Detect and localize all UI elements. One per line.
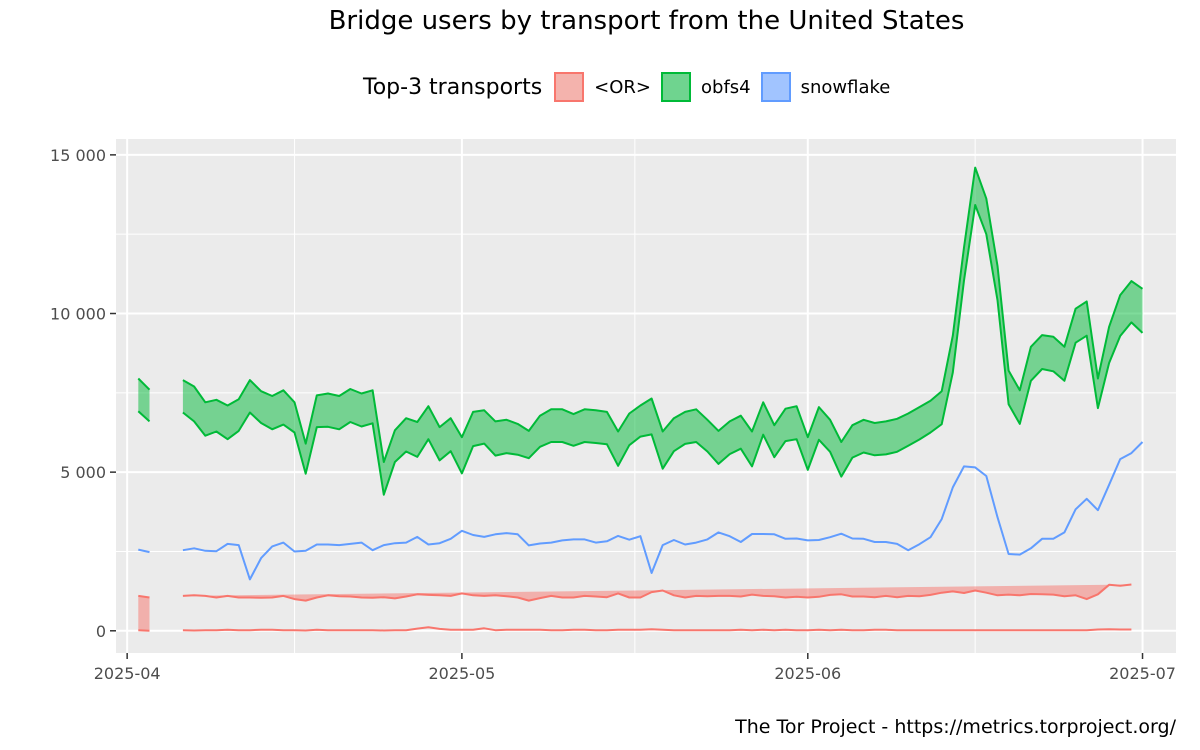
series-obfs4-upper-line-0 bbox=[137, 377, 151, 391]
series-or-lower-line-0 bbox=[138, 629, 150, 632]
series-snowflake-line-1 bbox=[182, 441, 1144, 581]
y-axis-tick-label: 0 bbox=[96, 622, 106, 641]
y-axis-tick-label: 15 000 bbox=[50, 146, 106, 165]
y-axis-tick-label: 10 000 bbox=[50, 305, 106, 324]
series-obfs4-lower-line-0 bbox=[137, 410, 151, 423]
legend-key-obfs4 bbox=[661, 72, 692, 102]
series-obfs4-upper-line-1 bbox=[182, 166, 1144, 463]
series-obfs4-band-0 bbox=[138, 378, 150, 422]
legend-label-snowflake: snowflake bbox=[800, 76, 891, 98]
legend-label-obfs4: obfs4 bbox=[701, 76, 751, 98]
series-snowflake-line-0 bbox=[138, 548, 150, 554]
source-caption: The Tor Project - https://metrics.torpro… bbox=[735, 716, 1176, 738]
legend-label-or: <OR> bbox=[594, 76, 652, 98]
axes: 2025-04 2025-05 2025-06 2025-07 0 5 000 10 000… bbox=[50, 146, 1176, 683]
series-or-upper-line-1 bbox=[182, 583, 1132, 602]
chart-title: Bridge users by transport from the Unite… bbox=[328, 6, 965, 36]
x-axis-tick-label: 2025-06 bbox=[774, 664, 841, 683]
series-obfs4-lower-line-1 bbox=[182, 204, 1144, 496]
x-axis-tick-label: 2025-05 bbox=[428, 664, 495, 683]
legend-item-obfs4: obfs4 bbox=[661, 72, 751, 102]
legend-item-or: <OR> bbox=[554, 72, 651, 102]
series-or-band-0 bbox=[138, 595, 150, 631]
x-axis-tick-label: 2025-04 bbox=[94, 664, 161, 683]
series-or-upper-line-0 bbox=[138, 594, 150, 599]
y-axis-tick-label: 5 000 bbox=[60, 463, 106, 482]
legend-item-snowflake: snowflake bbox=[760, 72, 891, 102]
legend-title: Top-3 transports bbox=[363, 74, 543, 100]
legend-key-snowflake bbox=[760, 72, 791, 102]
legend-key-or bbox=[554, 72, 585, 102]
series-or-lower-line-1 bbox=[182, 626, 1132, 632]
x-axis-tick-label: 2025-07 bbox=[1109, 664, 1176, 683]
plot-panel bbox=[116, 139, 1176, 653]
legend: Top-3 transports <OR> obfs4 snowflake bbox=[363, 72, 900, 102]
series-layer bbox=[137, 166, 1144, 632]
